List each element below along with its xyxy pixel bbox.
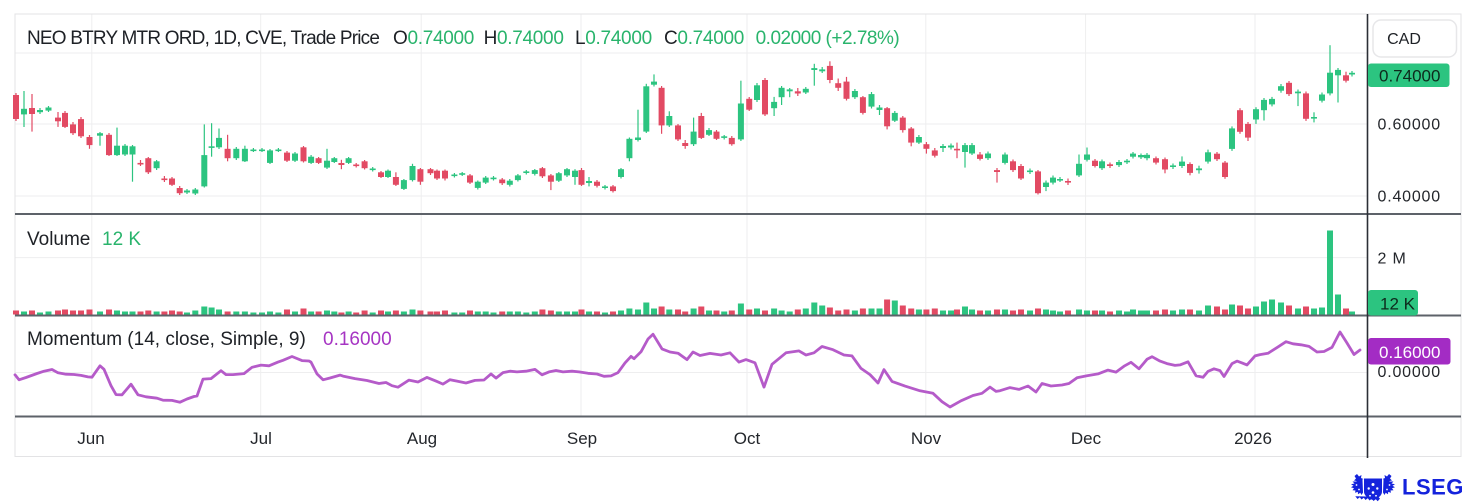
svg-text:2 M: 2 M [1378, 251, 1407, 268]
svg-text:Dec: Dec [1071, 429, 1102, 448]
svg-text:O0.74000: O0.74000 [393, 28, 474, 49]
svg-text:2026: 2026 [1234, 429, 1272, 448]
svg-text:0.40000: 0.40000 [1378, 189, 1441, 206]
svg-text:Volume: Volume [27, 229, 90, 250]
svg-text:0.60000: 0.60000 [1378, 117, 1441, 134]
svg-text:Aug: Aug [407, 429, 437, 448]
svg-text:L0.74000: L0.74000 [575, 28, 652, 49]
svg-text:12 K: 12 K [102, 229, 141, 250]
svg-text:0.02000 (+2.78%): 0.02000 (+2.78%) [756, 28, 900, 49]
svg-text:LSEG: LSEG [1402, 475, 1464, 500]
svg-text:NEO BTRY MTR ORD, 1D, CVE, Tra: NEO BTRY MTR ORD, 1D, CVE, Trade Price [27, 28, 379, 49]
svg-text:C0.74000: C0.74000 [664, 28, 744, 49]
svg-text:0.74000: 0.74000 [1379, 67, 1440, 86]
svg-text:0.00000: 0.00000 [1378, 364, 1441, 381]
svg-text:Jul: Jul [250, 429, 272, 448]
svg-text:Sep: Sep [567, 429, 597, 448]
svg-text:CAD: CAD [1387, 31, 1421, 48]
svg-text:Nov: Nov [911, 429, 942, 448]
svg-text:0.16000: 0.16000 [1379, 343, 1440, 362]
svg-text:0.16000: 0.16000 [323, 329, 392, 350]
svg-text:Momentum (14, close, Simple, 9: Momentum (14, close, Simple, 9) [27, 329, 306, 350]
svg-text:Oct: Oct [734, 429, 761, 448]
svg-text:Jun: Jun [77, 429, 104, 448]
svg-text:H0.74000: H0.74000 [484, 28, 564, 49]
svg-text:12 K: 12 K [1380, 295, 1416, 314]
